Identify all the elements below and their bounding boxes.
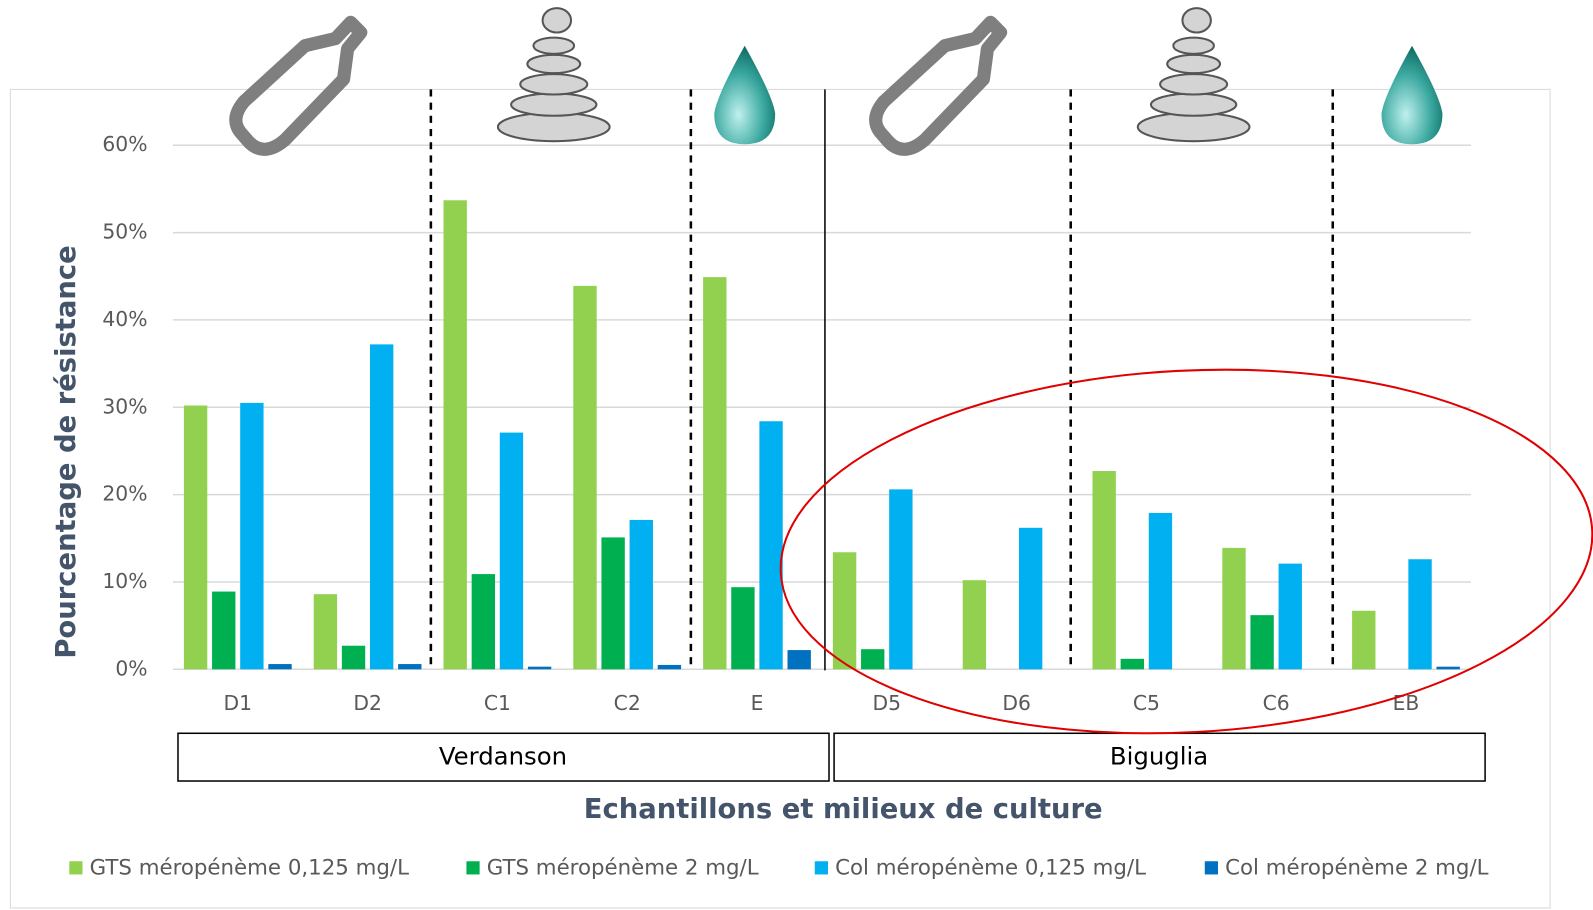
bar [731,587,754,669]
legend-label: GTS méropénème 2 mg/L [487,855,759,880]
x-tick-label: D2 [353,691,382,715]
legend-swatch [1205,861,1218,874]
bar [1222,548,1245,669]
y-tick-label: 40% [102,307,147,331]
bar [314,594,337,669]
bar [528,667,551,670]
bar [833,552,856,669]
bar [1019,528,1042,669]
chart: 0%10%20%30%40%50%60% D1D2C1C2ED5D6C5C6EB… [0,0,1593,910]
bar [184,406,207,670]
x-tick-label: C6 [1263,691,1290,715]
x-tick-label: C1 [484,691,511,715]
bar [573,286,596,669]
legend-swatch [466,861,479,874]
legend-label: Col méropénème 2 mg/L [1225,855,1489,880]
bar [472,574,495,669]
group-label: Biguglia [1110,742,1208,771]
bar [889,489,912,669]
bar [1250,615,1273,669]
y-axis-title: Pourcentage de résistance [51,245,82,658]
bar [342,646,365,670]
legend-label: Col méropénème 0,125 mg/L [835,855,1146,880]
x-tick-label: D6 [1002,691,1031,715]
bar [1121,659,1144,669]
legend-swatch [815,861,828,874]
bar [444,200,467,669]
y-tick-label: 20% [102,482,147,506]
bar [703,277,726,669]
bar [601,537,624,669]
y-tick-label: 10% [102,569,147,593]
bar [1352,611,1375,670]
bar [1279,564,1302,670]
bar [1408,559,1431,669]
bar [1149,513,1172,669]
bar [500,433,523,670]
bar [658,665,681,669]
bar [759,421,782,669]
y-tick-label: 30% [102,394,147,418]
x-tick-label: C2 [614,691,641,715]
y-tick-label: 60% [102,132,147,156]
x-tick-label: E [751,691,764,715]
bar [268,664,291,669]
bar [630,520,653,669]
bar [398,664,421,669]
group-label: Verdanson [439,742,567,771]
bar [240,403,263,669]
x-tick-label: D1 [224,691,253,715]
bar [370,344,393,669]
legend-swatch [69,861,82,874]
bar [1436,667,1459,670]
bar [861,649,884,669]
x-tick-label: D5 [873,691,902,715]
legend-label: GTS méropénème 0,125 mg/L [90,855,409,880]
y-tick-label: 0% [115,656,147,680]
x-axis-title: Echantillons et milieux de culture [584,794,1103,825]
bar [1093,471,1116,669]
bar [212,592,235,670]
bar [963,580,986,669]
y-tick-label: 50% [102,220,147,244]
x-tick-label: C5 [1133,691,1160,715]
bar [788,650,811,669]
